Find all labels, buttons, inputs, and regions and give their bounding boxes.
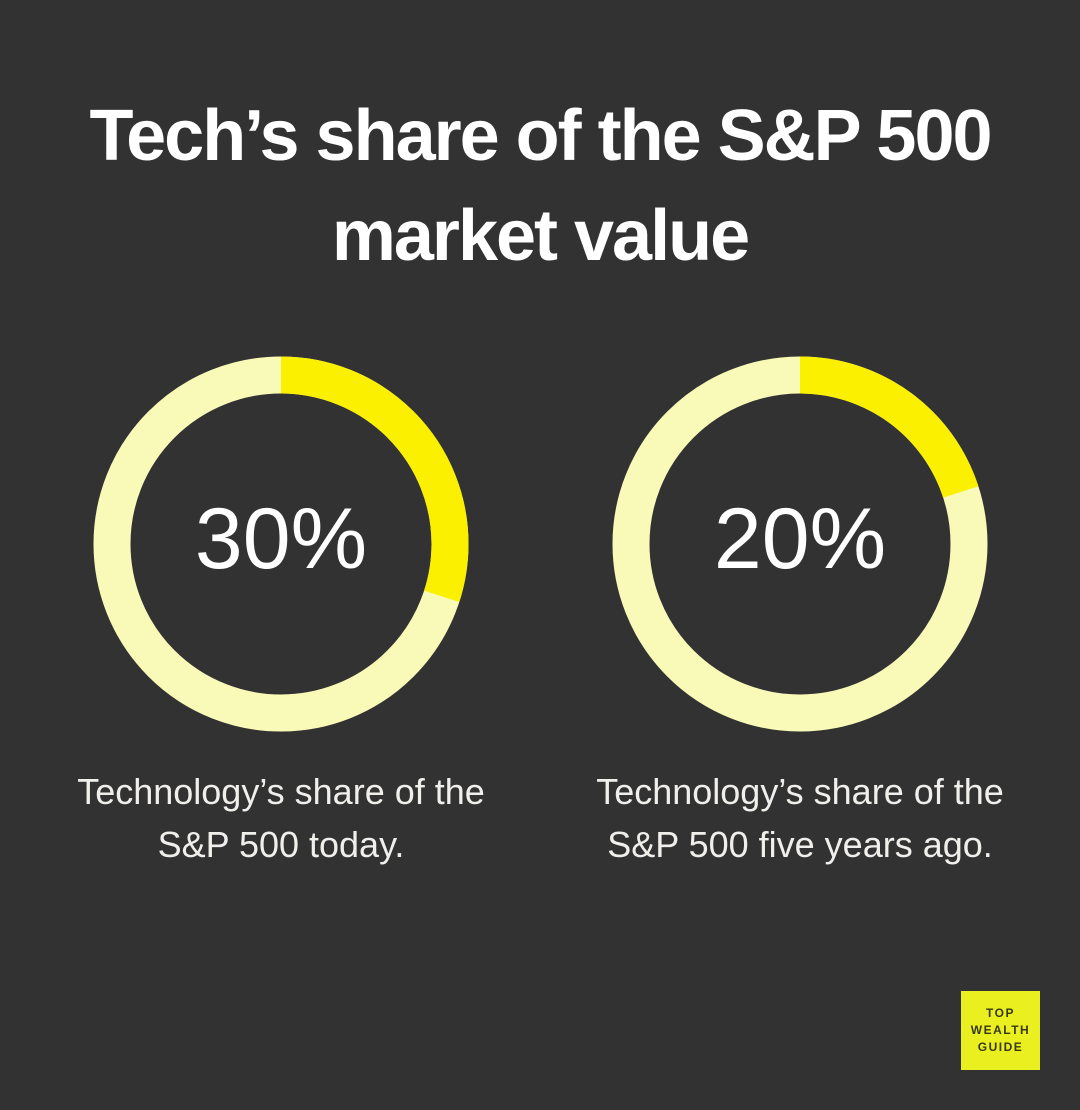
donut-ring-today xyxy=(93,356,469,732)
donut-chart-today: 30% xyxy=(81,344,481,744)
caption-today: Technology’s share of the S&P 500 today. xyxy=(77,771,485,865)
logo-line-wealth: WEALTH xyxy=(970,1023,1031,1037)
title-line-1: Tech’s share of the S&P 500 xyxy=(89,96,992,176)
donut-highlight-arc xyxy=(93,356,469,732)
title-line-2: market value xyxy=(331,196,750,276)
donut-ring-five-years-ago xyxy=(612,356,988,732)
caption-five-years-ago: Technology’s share of the S&P 500 five y… xyxy=(596,771,1004,865)
donut-chart-five-years-ago: 20% xyxy=(600,344,1000,744)
logo-line-guide: GUIDE xyxy=(977,1040,1024,1054)
donut-value-label-five-years-ago: 20% xyxy=(713,490,887,587)
donut-value-label-today: 30% xyxy=(194,490,368,587)
top-wealth-guide-logo: TOP WEALTH GUIDE xyxy=(961,991,1040,1070)
donut-highlight-arc xyxy=(612,356,988,732)
page-title: Tech’s share of the S&P 500 market value xyxy=(0,86,1080,286)
logo-line-top: TOP xyxy=(986,1006,1015,1020)
